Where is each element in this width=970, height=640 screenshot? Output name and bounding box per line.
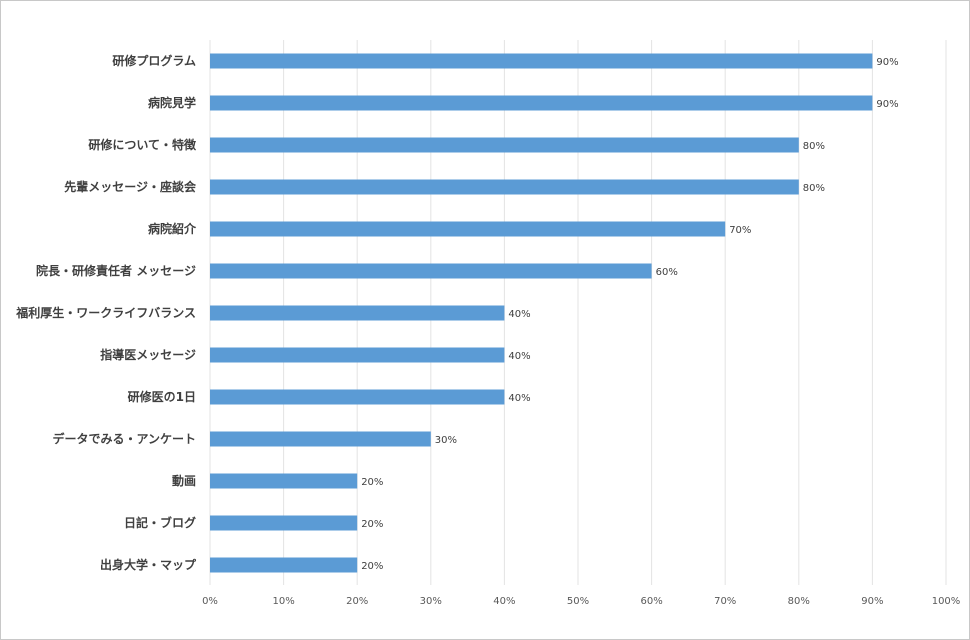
category-label: 福利厚生・ワークライフバランス xyxy=(15,305,196,320)
bar xyxy=(210,557,358,573)
category-label: 指導医メッセージ xyxy=(100,347,196,362)
bar xyxy=(210,515,358,531)
data-label: 90% xyxy=(876,57,898,68)
bar xyxy=(210,137,799,153)
category-label: 動画 xyxy=(172,473,196,488)
data-label: 80% xyxy=(803,183,825,194)
data-label: 40% xyxy=(508,351,530,362)
data-label: 80% xyxy=(803,141,825,152)
bar xyxy=(210,53,873,69)
bar xyxy=(210,305,505,321)
data-label: 20% xyxy=(361,561,383,572)
category-label: 研修について・特徴 xyxy=(88,137,197,152)
category-label: 日記・ブログ xyxy=(124,515,196,530)
x-tick-label: 50% xyxy=(567,596,589,607)
bar xyxy=(210,347,505,363)
x-tick-label: 40% xyxy=(493,596,515,607)
category-label: 院長・研修責任者 メッセージ xyxy=(36,263,196,278)
category-label: 病院見学 xyxy=(148,95,196,110)
x-tick-label: 20% xyxy=(346,596,368,607)
data-label: 40% xyxy=(508,309,530,320)
data-label: 20% xyxy=(361,519,383,530)
x-tick-label: 90% xyxy=(861,596,883,607)
x-tick-label: 100% xyxy=(932,596,961,607)
category-label: 病院紹介 xyxy=(148,221,197,236)
data-label: 30% xyxy=(435,435,457,446)
data-label: 70% xyxy=(729,225,751,236)
bar xyxy=(210,431,431,447)
x-tick-label: 30% xyxy=(420,596,442,607)
bar xyxy=(210,221,726,237)
bar xyxy=(210,179,799,195)
bar xyxy=(210,473,358,489)
x-tick-label: 80% xyxy=(788,596,810,607)
x-tick-label: 10% xyxy=(272,596,294,607)
category-label: データでみる・アンケート xyxy=(52,431,196,446)
data-label: 40% xyxy=(508,393,530,404)
category-label: 先輩メッセージ・座談会 xyxy=(64,179,197,194)
x-tick-label: 60% xyxy=(640,596,662,607)
data-label: 90% xyxy=(876,99,898,110)
x-tick-label: 70% xyxy=(714,596,736,607)
category-label: 研修プログラム xyxy=(112,53,196,68)
bar xyxy=(210,95,873,111)
category-label: 研修医の1日 xyxy=(128,389,196,404)
bar xyxy=(210,389,505,405)
data-label: 20% xyxy=(361,477,383,488)
category-label: 出身大学・マップ xyxy=(100,557,197,572)
data-label: 60% xyxy=(656,267,678,278)
bar xyxy=(210,263,652,279)
x-tick-label: 0% xyxy=(202,596,218,607)
